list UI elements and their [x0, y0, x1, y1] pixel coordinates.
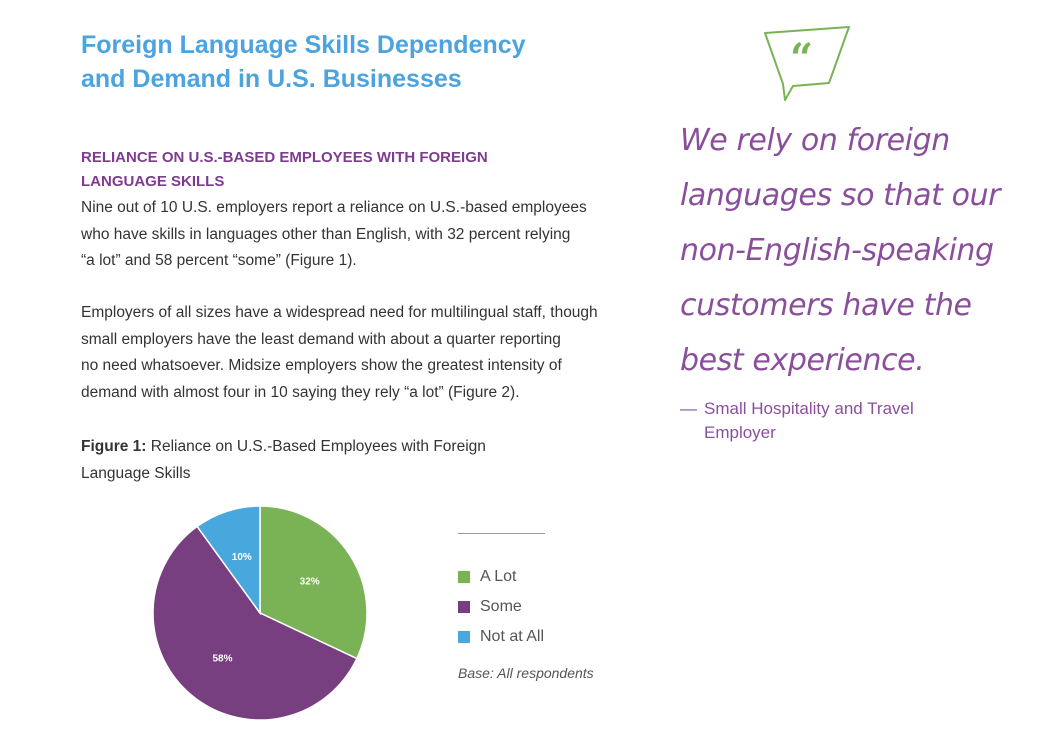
pull-quote-line: We rely on foreign [680, 123, 950, 158]
section-heading-line-2: LANGUAGE SKILLS [81, 173, 225, 190]
paragraph-2-line: no need whatsoever. Midsize employers sh… [81, 357, 562, 374]
title-line-1: Foreign Language Skills Dependency [81, 31, 526, 59]
quote-bubble-icon: “ [764, 26, 850, 101]
attribution-dash: — [680, 399, 697, 418]
quote-bubble-outline [764, 26, 850, 101]
legend-divider [458, 533, 545, 534]
paragraph-1-line: Nine out of 10 U.S. employers report a r… [81, 199, 587, 216]
legend-swatch [458, 601, 470, 613]
chart-legend: A Lot Some Not at All [458, 562, 544, 652]
attribution-line-1: Small Hospitality and Travel [704, 399, 914, 418]
legend-label: Not at All [480, 628, 545, 645]
section-heading: RELIANCE ON U.S.-BASED EMPLOYEES WITH FO… [81, 146, 601, 194]
pie-slice-not-at-all [196, 505, 261, 616]
pie-data-label: 58% [212, 653, 232, 664]
paragraph-2: Employers of all sizes have a widespread… [81, 300, 641, 406]
section-heading-line-1: RELIANCE ON U.S.-BASED EMPLOYEES WITH FO… [81, 149, 488, 166]
page-title: Foreign Language Skills Dependency and D… [81, 28, 601, 96]
pull-quote-line: languages so that our [680, 178, 1001, 213]
title-line-2: and Demand in U.S. Businesses [81, 65, 462, 93]
pie-data-label: 32% [300, 576, 320, 587]
figure-caption-lead: Figure 1: [81, 438, 147, 455]
pie-data-label: 10% [232, 552, 252, 563]
quote-mark-glyph: “ [790, 35, 813, 82]
pull-quote-line: best experience. [680, 343, 925, 378]
legend-item: Not at All [458, 622, 544, 652]
paragraph-2-line: Employers of all sizes have a widespread… [81, 304, 598, 321]
pull-quote-line: customers have the [680, 288, 972, 323]
legend-label: A Lot [480, 568, 517, 585]
paragraph-2-line: demand with almost four in 10 saying the… [81, 383, 520, 401]
base-note: Base: All respondents [458, 665, 594, 681]
paragraph-1-line: who have skills in languages other than … [81, 225, 571, 243]
pie-slice-a-lot [259, 505, 368, 660]
legend-item: A Lot [458, 562, 544, 592]
paragraph-2-line: small employers have the least demand wi… [81, 330, 561, 348]
pull-quote-line: non-English-speaking [680, 233, 994, 268]
legend-item: Some [458, 592, 544, 622]
pull-quote: We rely on foreign languages so that our… [680, 113, 1040, 388]
figure-caption-text-line-2: Language Skills [81, 465, 191, 482]
legend-swatch [458, 571, 470, 583]
figure-caption-text: Reliance on U.S.-Based Employees with Fo… [146, 438, 486, 455]
legend-label: Some [480, 598, 522, 615]
paragraph-1-line: “a lot” and 58 percent “some” (Figure 1)… [81, 252, 357, 269]
pie-slice-some [152, 525, 358, 721]
pie-chart: 32% 58% 10% [152, 505, 368, 721]
paragraph-1: Nine out of 10 U.S. employers report a r… [81, 195, 641, 275]
figure-caption: Figure 1: Reliance on U.S.-Based Employe… [81, 433, 531, 487]
attribution-line-2: Employer [704, 423, 776, 442]
quote-attribution: — Small Hospitality and Travel Employer [680, 397, 980, 445]
legend-swatch [458, 631, 470, 643]
